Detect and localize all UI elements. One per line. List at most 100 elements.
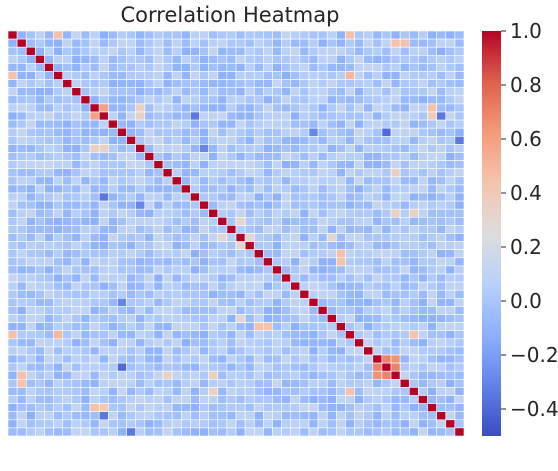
heatmap-cell xyxy=(217,346,228,356)
heatmap-cell xyxy=(326,249,337,259)
heatmap-cell xyxy=(436,87,447,97)
heatmap-cell xyxy=(108,46,118,56)
heatmap-cell xyxy=(53,54,64,64)
heatmap-cell xyxy=(44,241,54,251)
heatmap-cell xyxy=(372,176,383,186)
heatmap-cell xyxy=(381,322,392,332)
heatmap-cell xyxy=(44,322,54,332)
heatmap-cell xyxy=(153,314,164,323)
heatmap-cell xyxy=(381,273,392,283)
heatmap-cell xyxy=(326,79,337,88)
heatmap-cell xyxy=(126,354,136,364)
colorbar-tick-label: 0.2 xyxy=(510,235,542,259)
heatmap-cell xyxy=(71,103,82,113)
heatmap-cell xyxy=(326,346,337,356)
heatmap-cell xyxy=(408,297,419,307)
heatmap-cell xyxy=(35,225,45,234)
heatmap-cell xyxy=(108,63,118,72)
heatmap-cell xyxy=(108,362,118,372)
heatmap-cell xyxy=(153,95,164,105)
heatmap-cell xyxy=(89,249,100,259)
heatmap-cell xyxy=(217,265,228,275)
heatmap-cell xyxy=(445,176,456,186)
heatmap-cell xyxy=(390,354,401,364)
heatmap-cell xyxy=(363,95,374,105)
heatmap-cell xyxy=(226,144,237,153)
heatmap-cell xyxy=(53,297,64,307)
heatmap-cell xyxy=(299,38,310,48)
heatmap-cell xyxy=(253,395,264,404)
heatmap-cell xyxy=(108,168,118,178)
heatmap-cell xyxy=(408,314,419,323)
heatmap-cell xyxy=(336,144,346,153)
heatmap-cell xyxy=(299,200,310,210)
heatmap-cell xyxy=(390,152,401,161)
heatmap-cell xyxy=(162,338,173,348)
heatmap-cell xyxy=(117,176,127,186)
heatmap-cell xyxy=(62,257,73,267)
heatmap-cell xyxy=(117,387,127,396)
heatmap-cell xyxy=(44,273,54,283)
heatmap-cell xyxy=(272,233,282,242)
heatmap-cell xyxy=(153,136,164,145)
heatmap-cell xyxy=(199,330,209,340)
heatmap-cell xyxy=(226,63,237,72)
heatmap-cell xyxy=(336,289,346,299)
heatmap-cell xyxy=(244,289,255,299)
heatmap-cell xyxy=(190,265,200,275)
heatmap-cell xyxy=(153,289,164,299)
heatmap-cell xyxy=(326,71,337,80)
heatmap-cell xyxy=(390,184,401,194)
heatmap-cell xyxy=(62,289,73,299)
heatmap-cell xyxy=(281,168,292,178)
heatmap-cell xyxy=(454,314,465,323)
heatmap-cell xyxy=(308,119,319,129)
heatmap-cell xyxy=(354,136,364,145)
heatmap-cell xyxy=(272,297,282,307)
heatmap-cell xyxy=(263,403,273,413)
heatmap-cell xyxy=(135,354,146,364)
heatmap-cell xyxy=(290,152,301,161)
heatmap-cell xyxy=(71,249,82,259)
heatmap-cell xyxy=(354,346,364,356)
heatmap-cell xyxy=(272,208,282,218)
heatmap-cell xyxy=(98,362,109,372)
heatmap-cell xyxy=(108,387,118,396)
heatmap-cell xyxy=(345,233,355,242)
heatmap-cell xyxy=(399,208,410,218)
heatmap-cell xyxy=(25,38,36,48)
heatmap-cell xyxy=(89,297,100,307)
heatmap-cell xyxy=(381,265,392,275)
heatmap-cell xyxy=(317,144,328,153)
heatmap-cell xyxy=(71,257,82,267)
heatmap-cell xyxy=(390,160,401,170)
heatmap-cell xyxy=(180,427,191,437)
heatmap-cell xyxy=(44,378,54,388)
heatmap-cell xyxy=(16,249,27,259)
heatmap-cell xyxy=(263,330,273,340)
heatmap-cell xyxy=(217,79,228,88)
heatmap-cell xyxy=(53,168,64,178)
heatmap-cell xyxy=(162,63,173,72)
heatmap-cell xyxy=(244,111,255,121)
heatmap-cell xyxy=(35,176,45,186)
heatmap-cell xyxy=(235,136,246,145)
heatmap-cell xyxy=(326,200,337,210)
heatmap-cell xyxy=(381,346,392,356)
heatmap-cell xyxy=(135,168,146,178)
heatmap-cell xyxy=(244,54,255,64)
heatmap-cell xyxy=(135,192,146,202)
heatmap-cell xyxy=(445,217,456,226)
heatmap-cell xyxy=(281,395,292,404)
heatmap-cell xyxy=(126,111,136,121)
heatmap-cell xyxy=(345,322,355,332)
heatmap-cell xyxy=(418,378,428,388)
heatmap-cell xyxy=(372,87,383,97)
heatmap-cell xyxy=(98,152,109,161)
heatmap-cell xyxy=(299,378,310,388)
heatmap-cell xyxy=(372,46,383,56)
heatmap-cell xyxy=(418,354,428,364)
heatmap-cell xyxy=(308,225,319,234)
heatmap-cell xyxy=(427,192,437,202)
heatmap-cell xyxy=(199,30,209,40)
